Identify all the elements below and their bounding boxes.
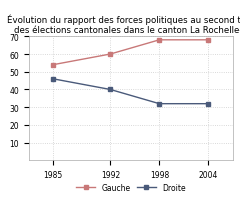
Droite [158,103,161,105]
Gauche [52,64,55,67]
Droite [109,89,112,91]
Gauche [207,39,210,42]
Line: Gauche: Gauche [51,39,210,67]
Line: Droite: Droite [51,77,210,106]
Droite [207,103,210,105]
Gauche [109,54,112,56]
Title: Évolution du rapport des forces politiques au second tour
des élections cantonal: Évolution du rapport des forces politiqu… [7,14,240,35]
Droite [52,78,55,81]
Legend: Gauche, Droite: Gauche, Droite [76,183,186,192]
Gauche [158,39,161,42]
